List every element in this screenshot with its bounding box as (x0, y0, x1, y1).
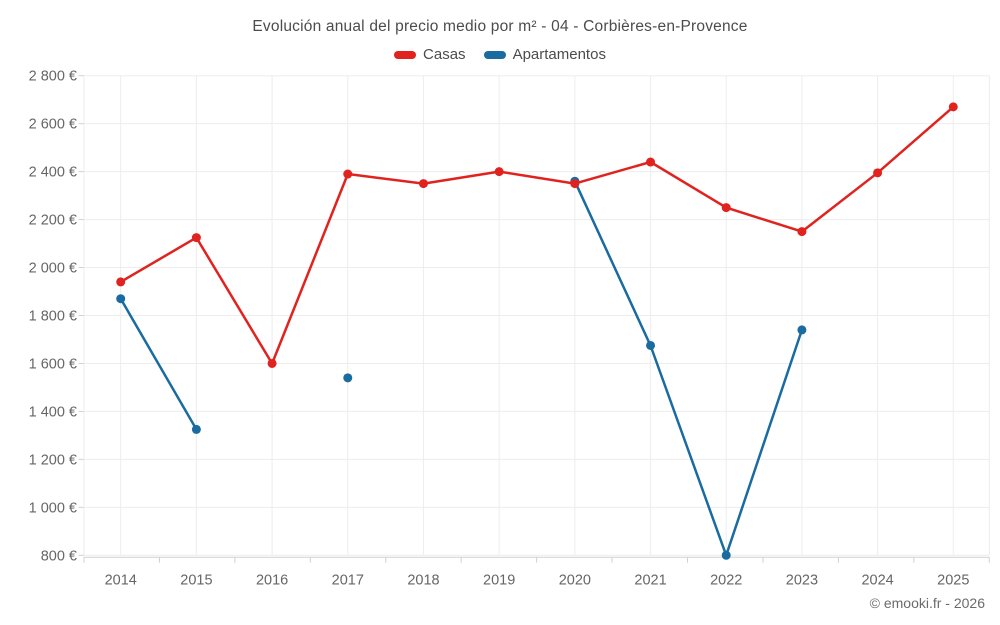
y-axis-label: 1 200 € (29, 452, 77, 468)
y-axis-label: 2 200 € (29, 213, 77, 229)
legend-item-apartamentos[interactable]: Apartamentos (483, 46, 606, 63)
apartamentos-point-2023[interactable] (797, 325, 807, 335)
apartamentos-point-2022[interactable] (721, 550, 731, 560)
casas-point-2021[interactable] (646, 157, 656, 167)
x-axis-label: 2016 (256, 573, 288, 589)
copyright-note: © emooki.fr - 2026 (869, 595, 985, 611)
y-axis-label: 1 000 € (29, 500, 77, 516)
apartamentos-series-marker-icon (483, 50, 506, 59)
series-line-casas (119, 105, 955, 365)
x-axis-label: 2021 (634, 573, 666, 589)
legend: Casas Apartamentos (0, 46, 1000, 63)
casas-point-2019[interactable] (494, 167, 504, 177)
apartamentos-point-2015[interactable] (191, 424, 201, 434)
y-axis-label: 2 000 € (29, 261, 77, 277)
casas-point-2024[interactable] (873, 168, 883, 178)
apartamentos-point-2017[interactable] (343, 373, 353, 383)
x-axis-label: 2024 (861, 573, 893, 589)
legend-item-casas[interactable]: Casas (394, 46, 466, 63)
casas-point-2020[interactable] (570, 179, 580, 189)
y-axis-label: 2 600 € (29, 117, 77, 133)
casas-point-2015[interactable] (191, 233, 201, 243)
y-axis-label: 1 600 € (29, 356, 77, 372)
y-axis-label: 800 € (41, 548, 77, 564)
x-axis-label: 2014 (105, 573, 137, 589)
apartamentos-point-2021[interactable] (646, 340, 656, 350)
x-axis-label: 2017 (332, 573, 364, 589)
y-axis-label: 2 800 € (29, 69, 77, 85)
chart-title: Evolución anual del precio medio por m² … (252, 18, 748, 35)
x-axis-label: 2020 (559, 573, 591, 589)
casas-point-2023[interactable] (797, 227, 807, 237)
x-axis-label: 2019 (483, 573, 515, 589)
casas-point-2016[interactable] (267, 358, 277, 368)
x-axis-label: 2025 (937, 573, 969, 589)
x-axis-label: 2015 (180, 573, 212, 589)
x-axis-label: 2018 (407, 573, 439, 589)
casas-point-2014[interactable] (116, 277, 126, 287)
casas-series-marker-icon (394, 50, 417, 59)
casas-point-2022[interactable] (721, 203, 731, 213)
x-axis-label: 2022 (710, 573, 742, 589)
x-axis-label: 2023 (786, 573, 818, 589)
casas-point-2018[interactable] (418, 179, 428, 189)
y-axis-label: 1 400 € (29, 404, 77, 420)
y-axis-label: 1 800 € (29, 309, 77, 325)
series-line-apartamentos (119, 179, 804, 557)
casas-point-2017[interactable] (343, 169, 353, 179)
legend-label-casas: Casas (423, 46, 466, 63)
casas-point-2025[interactable] (948, 102, 958, 112)
legend-label-apartamentos: Apartamentos (512, 46, 606, 63)
apartamentos-point-2014[interactable] (116, 294, 126, 304)
y-axis-label: 2 400 € (29, 165, 77, 181)
